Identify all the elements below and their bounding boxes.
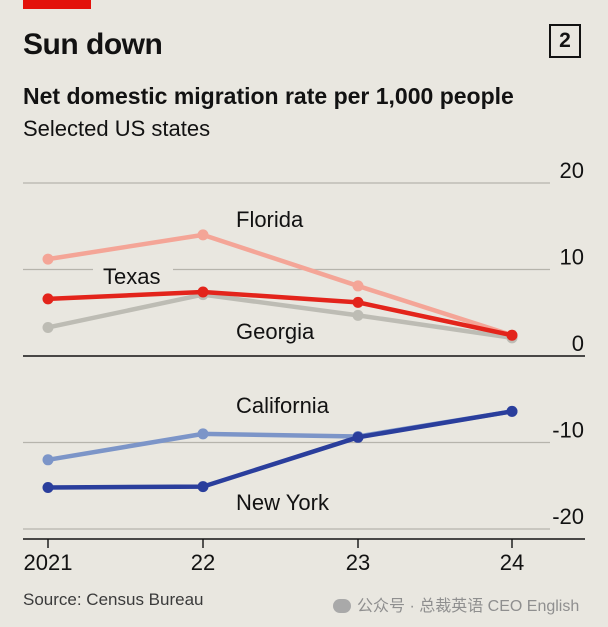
data-point-california-22 — [197, 428, 209, 440]
series-line-new-york — [45, 409, 515, 490]
data-point-georgia-23 — [352, 309, 364, 321]
series-line-texas — [45, 289, 515, 338]
y-tick-label-10: 10 — [560, 245, 584, 270]
data-point-new-york-2021 — [42, 481, 54, 493]
x-tick-label-2021: 2021 — [24, 550, 73, 575]
y-tick-label--10: -10 — [552, 418, 584, 443]
data-point-texas-2021 — [42, 293, 54, 305]
x-tick-label-23: 23 — [346, 550, 370, 575]
x-tick-label-22: 22 — [191, 550, 215, 575]
y-tick-label-0: 0 — [572, 331, 584, 356]
data-point-new-york-22 — [197, 481, 209, 493]
data-point-florida-23 — [352, 280, 364, 292]
series-label-california: California — [236, 393, 330, 418]
source-note: Source: Census Bureau — [23, 590, 204, 609]
watermark: 公众号 · 总裁英语 CEO English — [333, 592, 579, 616]
series-label-new-york: New York — [236, 490, 330, 515]
chart-number-badge: 2 — [549, 24, 581, 58]
series-label-florida: Florida — [236, 207, 304, 232]
series-label-texas: Texas — [103, 264, 160, 289]
data-point-georgia-2021 — [42, 321, 54, 333]
chart-title: Sun down — [23, 28, 163, 61]
series-label-background-texas — [93, 264, 173, 290]
series-line-california — [45, 409, 515, 463]
data-point-texas-22 — [197, 286, 209, 298]
chart-description: Selected US states — [23, 116, 211, 141]
data-point-new-york-23 — [352, 431, 364, 443]
data-point-california-2021 — [42, 454, 54, 466]
series-line-florida — [45, 232, 515, 338]
series-label-georgia: Georgia — [236, 319, 315, 344]
chart-subtitle: Net domestic migration rate per 1,000 pe… — [23, 83, 514, 109]
data-point-texas-23 — [352, 296, 364, 308]
wechat-icon — [333, 599, 351, 613]
watermark-text: 公众号 · 总裁英语 CEO English — [357, 598, 580, 615]
x-tick-label-24: 24 — [500, 550, 524, 575]
data-point-new-york-24 — [506, 405, 518, 417]
data-point-texas-24 — [506, 329, 518, 341]
data-point-florida-22 — [197, 229, 209, 241]
brand-accent-bar — [23, 0, 91, 9]
series-line-georgia — [45, 292, 515, 341]
y-tick-label-20: 20 — [560, 158, 584, 183]
y-tick-label--20: -20 — [552, 504, 584, 529]
data-point-florida-2021 — [42, 253, 54, 265]
